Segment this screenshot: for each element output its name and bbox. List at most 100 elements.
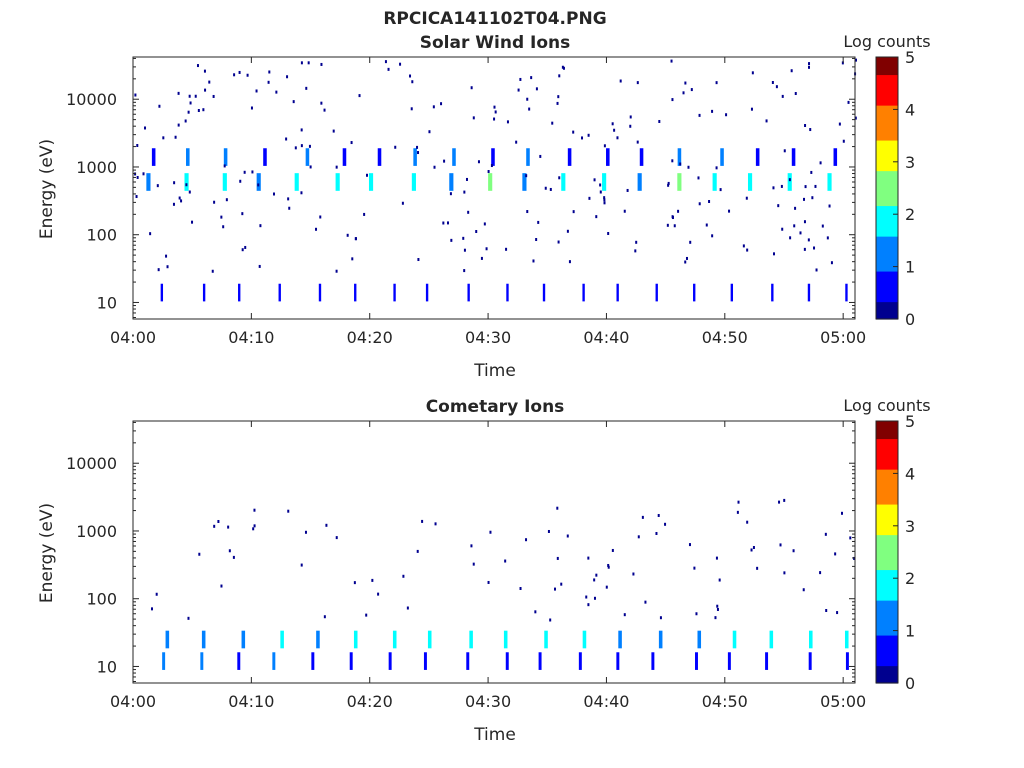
x-tick-label: 04:40: [583, 328, 629, 347]
data-cell: [186, 148, 190, 166]
data-point: [225, 198, 228, 202]
data-point: [525, 538, 528, 542]
data-point: [323, 108, 326, 112]
data-point: [463, 190, 466, 194]
data-point: [494, 110, 497, 114]
data-point: [821, 224, 824, 228]
data-point: [711, 109, 714, 113]
data-point: [745, 196, 748, 200]
colorbar-segment: [876, 604, 898, 610]
data-point: [257, 183, 260, 187]
data-point: [636, 81, 639, 85]
data-cell: [353, 630, 358, 649]
data-point: [483, 222, 486, 226]
colorbar-segment: [876, 595, 898, 601]
data-point: [794, 206, 797, 210]
data-point: [220, 215, 223, 219]
data-point: [203, 69, 206, 73]
data-point: [272, 192, 275, 196]
data-point: [814, 184, 817, 188]
colorbar-segment: [876, 591, 898, 597]
data-point: [808, 65, 811, 69]
data-point: [255, 89, 258, 93]
data-point: [208, 80, 211, 84]
data-point: [332, 129, 335, 133]
data-point: [287, 509, 290, 513]
plot-area: [133, 57, 855, 319]
data-point: [335, 269, 338, 273]
data-point: [780, 184, 783, 188]
data-point: [698, 113, 701, 117]
data-point: [292, 100, 295, 104]
data-point: [695, 612, 698, 616]
data-point: [783, 498, 786, 502]
data-point: [241, 212, 244, 216]
data-point: [828, 204, 831, 208]
y-tick-label: 10000: [66, 454, 117, 473]
colorbar-segment: [876, 460, 898, 466]
colorbar-tick-label: 2: [905, 569, 915, 588]
data-point: [664, 522, 667, 526]
colorbar-segment: [876, 179, 898, 185]
data-point: [715, 166, 718, 170]
data-cell: [160, 283, 164, 302]
data-point: [211, 269, 214, 273]
data-point: [611, 122, 614, 126]
data-cell: [506, 283, 509, 302]
data-cell: [720, 148, 724, 166]
colorbar-segment: [876, 100, 898, 106]
data-point: [793, 224, 796, 228]
data-point: [616, 136, 619, 140]
data-point: [708, 199, 711, 203]
data-point: [371, 578, 374, 582]
data-cell: [165, 630, 170, 649]
data-point: [417, 258, 420, 262]
data-point: [528, 107, 531, 111]
data-point: [194, 94, 197, 98]
data-point: [834, 552, 837, 556]
x-axis-label: Time: [473, 725, 516, 745]
colorbar-segment: [876, 508, 898, 514]
data-point: [854, 116, 857, 120]
data-cell: [582, 630, 587, 649]
data-point: [156, 184, 159, 188]
data-cell: [393, 283, 396, 302]
colorbar-segment: [876, 244, 898, 250]
data-cell: [146, 173, 151, 191]
data-point: [300, 191, 303, 195]
colorbar-label: Log counts: [843, 32, 930, 51]
colorbar-segment: [876, 643, 898, 649]
x-tick-label: 04:00: [110, 692, 156, 711]
data-point: [399, 62, 402, 66]
data-point: [751, 71, 754, 75]
colorbar-segment: [876, 314, 898, 320]
colorbar-segment: [876, 166, 898, 172]
data-point: [809, 128, 812, 132]
data-point: [323, 615, 326, 619]
data-cell: [411, 173, 416, 191]
data-point: [470, 544, 473, 548]
data-point: [632, 572, 635, 576]
colorbar-segment: [876, 135, 898, 141]
colorbar-segment: [876, 521, 898, 527]
data-cell: [845, 283, 848, 302]
colorbar-segment: [876, 556, 898, 562]
data-point: [566, 534, 569, 538]
data-point: [135, 195, 138, 199]
data-point: [671, 98, 674, 102]
data-point: [440, 102, 443, 106]
data-point: [172, 202, 175, 206]
colorbar-segment: [876, 284, 898, 290]
data-point: [599, 183, 602, 187]
data-point: [756, 566, 759, 570]
data-cell: [256, 173, 261, 191]
data-point: [365, 173, 368, 177]
data-point: [300, 128, 303, 132]
data-point: [421, 519, 424, 523]
data-point: [275, 90, 278, 94]
data-point: [595, 573, 598, 577]
colorbar-frame: [875, 420, 899, 684]
y-tick-label: 100: [86, 226, 117, 245]
y-tick-label: 1000: [76, 522, 117, 541]
colorbar-tick-label: 4: [905, 100, 915, 119]
